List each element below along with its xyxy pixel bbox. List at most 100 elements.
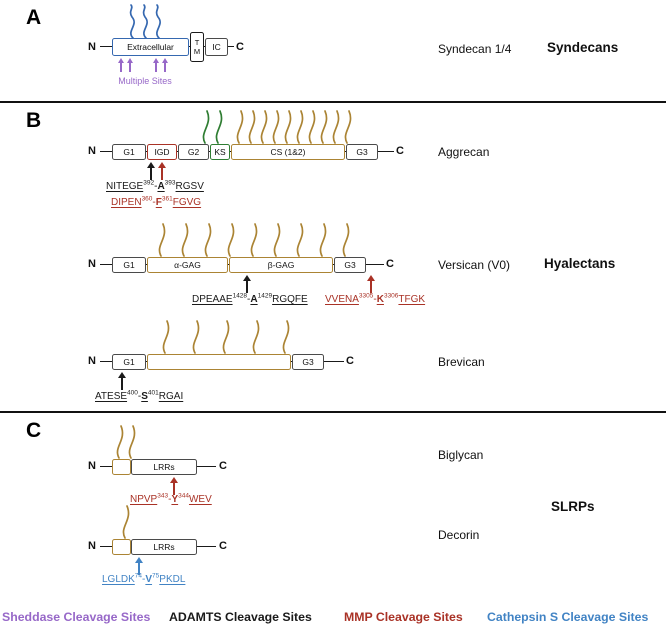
site-pre: ATESE <box>95 391 128 402</box>
site-pos: 343 <box>157 492 169 500</box>
domain-g2: G2 <box>178 144 209 160</box>
gag-chains-icon <box>129 4 161 39</box>
site-pos: 1429 <box>257 292 273 300</box>
multiple-sites-label: Multiple Sites <box>118 76 172 86</box>
mmp-arrow-icon <box>161 168 163 180</box>
n-terminus-label: N <box>88 41 96 53</box>
site-pos: 360 <box>141 195 153 203</box>
domain-ic: IC <box>205 38 228 56</box>
gag-chains-icon <box>162 320 290 354</box>
sheddase-arrow-icon <box>120 63 122 72</box>
mmp-cleavage-site: VVENA3305-K3306TFGK <box>325 292 426 306</box>
domain-beta-gag: β-GAG <box>229 257 333 273</box>
site-post: WEV <box>188 494 212 505</box>
site-res: V <box>145 574 153 585</box>
domain-g3: G3 <box>292 354 324 370</box>
domain-g1: G1 <box>112 354 146 370</box>
site-res: F <box>155 197 162 208</box>
site-sep: - <box>137 391 142 402</box>
family-label-slrps: SLRPs <box>551 499 595 514</box>
domain-g3: G3 <box>346 144 378 160</box>
domain-alpha-gag: α-GAG <box>147 257 228 273</box>
n-terminus-label: N <box>88 460 96 472</box>
site-post: PKDL <box>159 574 186 585</box>
domain-gag-attachment <box>112 459 131 475</box>
panel-divider <box>0 411 666 413</box>
site-pre: VVENA <box>325 294 359 305</box>
domain-cs: CS (1&2) <box>231 144 345 160</box>
panel-b-label: B <box>26 109 42 132</box>
mmp-arrow-icon <box>173 483 175 495</box>
site-post: FGVG <box>172 197 202 208</box>
site-pos: 75 <box>152 572 160 580</box>
n-terminus-label: N <box>88 355 96 367</box>
site-sep: - <box>152 197 156 208</box>
adamts-cleavage-site: DPEAAE1428-A1429RGQFE <box>192 292 308 306</box>
domain-gag <box>147 354 291 370</box>
protein-name-aggrecan: Aggrecan <box>438 145 490 159</box>
protein-name-brevican: Brevican <box>438 355 485 369</box>
c-terminus-label: C <box>219 540 227 552</box>
adamts-cleavage-site: NITEGE392-A393RGSV <box>106 179 204 193</box>
c-terminus-label: C <box>236 41 244 53</box>
domain-g1: G1 <box>112 257 146 273</box>
tm-letter-m: M <box>193 46 201 56</box>
c-terminus-label: C <box>219 460 227 472</box>
site-sep: - <box>247 294 251 305</box>
legend-cathepsin: Cathepsin S Cleavage Sites <box>487 610 649 624</box>
protein-name-versican: Versican (V0) <box>438 258 511 272</box>
site-post: RGQFE <box>272 294 308 305</box>
site-pos: 361 <box>161 195 173 203</box>
gag-chains-icon <box>122 505 130 539</box>
legend-mmp: MMP Cleavage Sites <box>344 610 463 624</box>
n-terminus-label: N <box>88 145 96 157</box>
gag-chains-icon <box>116 425 136 459</box>
site-sep: - <box>168 494 172 505</box>
protein-name-syndecan: Syndecan 1/4 <box>438 42 512 56</box>
site-sep: - <box>373 294 377 305</box>
site-post: RGAI <box>158 391 184 402</box>
site-pos: 392 <box>143 179 155 187</box>
sheddase-arrow-icon <box>129 63 131 72</box>
domain-igd: IGD <box>147 144 177 160</box>
site-pos: 3305 <box>358 292 374 300</box>
n-terminus-label: N <box>88 258 96 270</box>
sheddase-arrow-icon <box>155 63 157 72</box>
site-pos: 393 <box>164 179 176 187</box>
legend-sheddase: Sheddase Cleavage Sites <box>2 610 151 624</box>
site-pre: NITEGE <box>106 181 144 192</box>
site-res: A <box>250 294 258 305</box>
site-res: K <box>376 294 384 305</box>
mmp-arrow-icon <box>370 281 372 293</box>
cathepsin-arrow-icon <box>138 563 140 575</box>
n-terminus-label: N <box>88 540 96 552</box>
domain-g1: G1 <box>112 144 146 160</box>
site-pos: 74 <box>134 572 143 580</box>
mmp-cleavage-site: DIPEN360-F361FGVG <box>111 195 202 209</box>
site-pos: 1428 <box>232 292 248 300</box>
c-terminus-label: C <box>396 145 404 157</box>
adamts-arrow-icon <box>150 168 152 180</box>
site-pre: NPVP <box>130 494 158 505</box>
panel-c-label: C <box>26 419 42 442</box>
c-terminus-label: C <box>386 258 394 270</box>
sheddase-arrow-icon <box>164 63 166 72</box>
adamts-arrow-icon <box>121 378 123 390</box>
cathepsin-cleavage-site: LGLDK74-V75PKDL <box>102 572 186 586</box>
panel-divider <box>0 101 666 103</box>
site-sep: - <box>142 574 146 585</box>
domain-g3: G3 <box>334 257 366 273</box>
domain-lrrs: LRRs <box>131 459 197 475</box>
site-pos: 400 <box>127 389 138 397</box>
site-res: S <box>141 391 148 402</box>
family-label-hyalectans: Hyalectans <box>544 256 616 271</box>
gag-chains-icon <box>158 223 350 257</box>
site-pos: 3306 <box>383 292 399 300</box>
c-terminus-label: C <box>346 355 354 367</box>
legend-adamts: ADAMTS Cleavage Sites <box>169 610 312 624</box>
site-post: TFGK <box>398 294 426 305</box>
site-post: RGSV <box>175 181 204 192</box>
panel-a-label: A <box>26 6 42 29</box>
adamts-arrow-icon <box>246 281 248 293</box>
site-pos: 401 <box>147 389 159 397</box>
